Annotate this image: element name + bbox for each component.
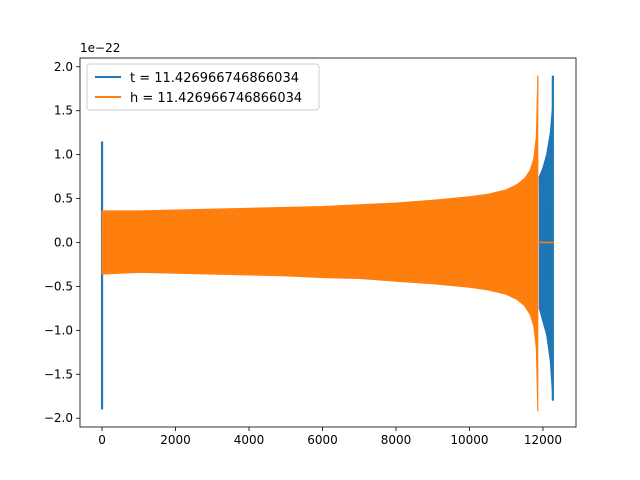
x-tick-label: 0 xyxy=(98,433,106,447)
x-tick-label: 12000 xyxy=(524,433,562,447)
x-tick-label: 10000 xyxy=(450,433,488,447)
legend-label-1: t = 11.426966746866034 xyxy=(130,71,299,86)
series-1-segment-2-wave xyxy=(538,101,554,375)
legend-box xyxy=(86,63,320,111)
x-tick-label: 2000 xyxy=(160,433,191,447)
legend-label-2: h = 11.426966746866034 xyxy=(130,91,302,106)
y-tick-label: −1.0 xyxy=(44,323,73,337)
y-tick-label: 0.5 xyxy=(54,192,73,206)
y-tick-label: −2.0 xyxy=(44,411,73,425)
x-tick-label: 6000 xyxy=(307,433,338,447)
x-tick-label: 8000 xyxy=(381,433,412,447)
y-tick-label: −0.5 xyxy=(44,279,73,293)
legend: t = 11.426966746866034 h = 11.42696674686… xyxy=(86,63,320,111)
x-axis: 0 2000 4000 6000 8000 10000 12000 xyxy=(98,427,562,447)
x-tick-label: 4000 xyxy=(234,433,265,447)
y-tick-label: 0.0 xyxy=(54,236,73,250)
series-2-segment-1-wave xyxy=(101,75,539,347)
y-tick-label: 1.5 xyxy=(54,104,73,118)
y-axis: −2.0 −1.5 −1.0 −0.5 0.0 0.5 1.0 1.5 2.0 xyxy=(44,60,80,425)
y-tick-label: −1.5 xyxy=(44,367,73,381)
y-tick-label: 1.0 xyxy=(54,148,73,162)
series-2-segment-1-band xyxy=(101,75,539,412)
y-tick-label: 2.0 xyxy=(54,60,73,74)
data-layer xyxy=(100,75,554,412)
axis-offset-label: 1e−22 xyxy=(80,41,120,55)
